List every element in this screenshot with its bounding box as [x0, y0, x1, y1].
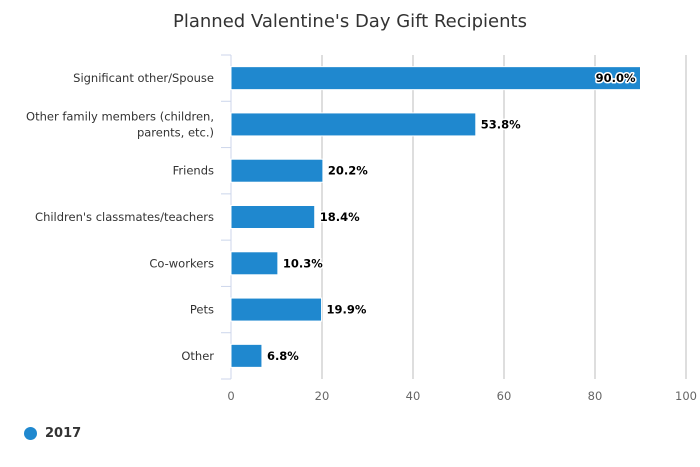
category-label-line: Pets — [190, 303, 214, 317]
category-label-line: Other — [181, 349, 214, 363]
x-tick-label: 20 — [315, 389, 330, 403]
data-label: 18.4% — [320, 210, 360, 224]
bar[interactable] — [230, 251, 279, 276]
category-axis — [221, 54, 232, 380]
x-tick-label: 60 — [497, 389, 512, 403]
chart-title: Planned Valentine's Day Gift Recipients — [173, 11, 527, 32]
bar[interactable] — [230, 66, 641, 91]
category-label-line: Other family members (children, — [26, 109, 214, 123]
x-tick-label: 100 — [675, 389, 697, 403]
x-axis-tick-labels: 0 20 40 60 80 100 — [227, 389, 697, 403]
category-label: Significant other/Spouse — [73, 71, 214, 85]
data-label: 10.3% — [283, 256, 323, 270]
category-label-line: Significant other/Spouse — [73, 71, 214, 85]
legend-label: 2017 — [45, 426, 82, 441]
category-label: Pets — [190, 303, 214, 317]
data-label: 20.2% — [328, 164, 368, 178]
x-tick-label: 80 — [588, 389, 603, 403]
bars — [230, 66, 641, 368]
category-label-line: parents, etc.) — [137, 125, 214, 139]
data-label: 6.8% — [267, 349, 299, 363]
data-label: 90.0% — [596, 71, 636, 85]
bar[interactable] — [230, 158, 324, 183]
bar[interactable] — [230, 205, 316, 229]
x-tick-label: 0 — [227, 389, 234, 403]
category-label: Other family members (children, parents, … — [26, 109, 214, 139]
category-label-line: Children's classmates/teachers — [35, 210, 214, 224]
category-label: Co-workers — [149, 256, 214, 270]
category-label-line: Friends — [173, 164, 214, 178]
legend-marker-icon — [24, 427, 37, 440]
bar[interactable] — [230, 112, 477, 137]
x-tick-label: 40 — [406, 389, 421, 403]
category-labels: Significant other/Spouse Other family mem… — [26, 71, 214, 363]
grid-lines — [321, 55, 687, 379]
data-label: 19.9% — [327, 303, 367, 317]
category-label: Other — [181, 349, 214, 363]
legend[interactable]: 2017 — [24, 426, 81, 441]
bar[interactable] — [230, 343, 263, 368]
category-label: Friends — [173, 164, 214, 178]
category-label: Children's classmates/teachers — [35, 210, 214, 224]
data-labels: 90.0% 53.8% 20.2% 18.4% 10.3% 19.9% 6.8% — [265, 70, 637, 365]
bar[interactable] — [230, 297, 323, 322]
category-label-line: Co-workers — [149, 256, 214, 270]
data-label: 53.8% — [481, 117, 521, 131]
